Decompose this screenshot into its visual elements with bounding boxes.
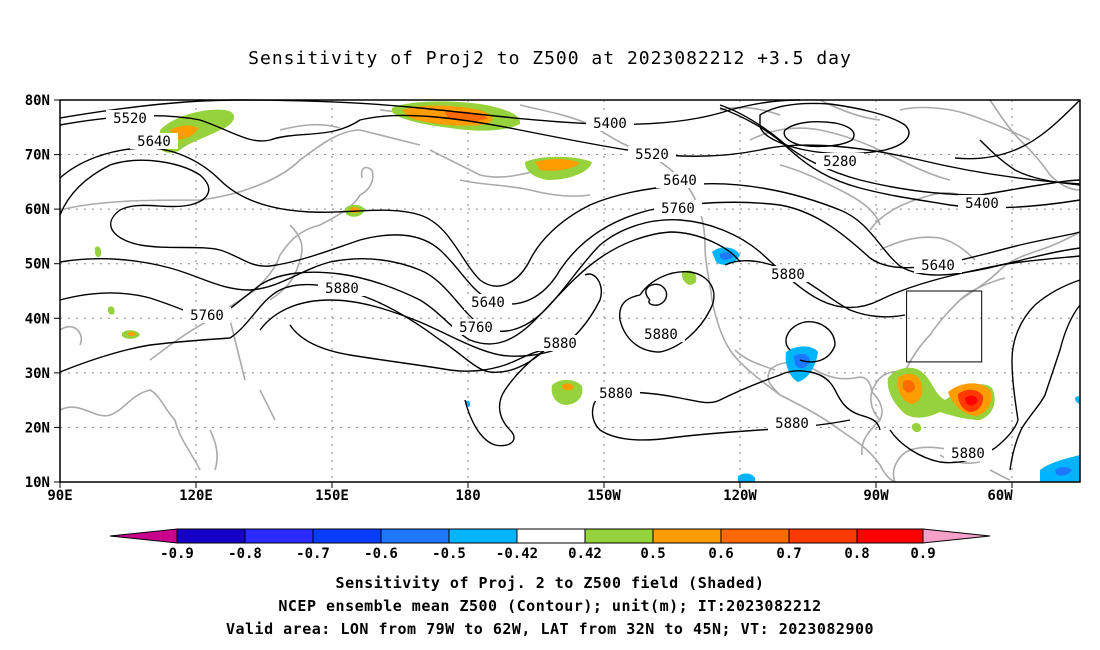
lon-label: 90E — [47, 488, 72, 504]
lon-label: 180 — [455, 488, 480, 504]
contour-labels: 5520 5640 5400 5520 5280 5640 5760 5400 … — [106, 110, 1006, 462]
contour-label: 5880 — [771, 267, 805, 283]
colorbar-swatch — [584, 528, 654, 544]
colorbar-label: 0.5 — [640, 546, 665, 562]
longitude-labels: 90E 120E 150E 180 150W 120W 90W 60W — [47, 488, 1013, 504]
contour-label: 5640 — [471, 295, 505, 311]
colorbar-swatch — [380, 528, 450, 544]
colorbar-label: 0.42 — [568, 546, 602, 562]
contour-label: 5640 — [137, 134, 171, 150]
colorbar-label: -0.9 — [160, 546, 194, 562]
contour-label: 5520 — [113, 111, 147, 127]
lon-label: 150W — [587, 488, 621, 504]
colorbar-swatch — [516, 528, 586, 544]
lon-label: 150E — [315, 488, 349, 504]
contour-label: 5400 — [593, 116, 627, 132]
colorbar-swatch — [244, 528, 314, 544]
colorbar-label: -0.5 — [432, 546, 466, 562]
contour-label: 5640 — [663, 173, 697, 189]
lon-label: 120E — [179, 488, 213, 504]
lat-label: 70N — [25, 148, 50, 164]
colorbar-high-extend — [922, 528, 991, 544]
contour-label: 5760 — [661, 201, 695, 217]
contour-label: 5880 — [775, 416, 809, 432]
contour-label: 5880 — [599, 386, 633, 402]
lat-label: 50N — [25, 257, 50, 273]
colorbar-label: -0.42 — [496, 546, 538, 562]
tick-marks — [54, 99, 1013, 488]
contour-label: 5880 — [543, 336, 577, 352]
lat-label: 10N — [25, 475, 50, 491]
latitude-labels: 80N 70N 60N 50N 40N 30N 20N 10N — [25, 93, 50, 491]
contour-label: 5640 — [921, 258, 955, 274]
map-title: Sensitivity of Proj2 to Z500 at 20230822… — [248, 48, 852, 69]
footer-line-1: Sensitivity of Proj. 2 to Z500 field (Sh… — [335, 574, 765, 592]
colorbar-swatch — [856, 528, 924, 544]
lon-label: 90W — [863, 488, 889, 504]
contour-label: 5880 — [644, 327, 678, 343]
colorbar-low-extend — [109, 528, 178, 544]
map-frame — [59, 99, 1081, 483]
contour-label: 5880 — [951, 446, 985, 462]
colorbar — [109, 528, 991, 544]
contour-label: 5520 — [635, 147, 669, 163]
colorbar-labels: -0.9 -0.8 -0.7 -0.6 -0.5 -0.42 0.42 0.5 … — [160, 546, 936, 562]
colorbar-swatch — [176, 528, 246, 544]
colorbar-label: 0.9 — [910, 546, 935, 562]
lat-label: 30N — [25, 366, 50, 382]
footer-line-3: Valid area: LON from 79W to 62W, LAT fro… — [225, 620, 875, 638]
lat-label: 80N — [25, 93, 50, 109]
colorbar-label: 0.7 — [776, 546, 801, 562]
sensitivity-shading — [94, 101, 1080, 482]
colorbar-swatch — [720, 528, 790, 544]
lat-label: 60N — [25, 202, 50, 218]
colorbar-label: -0.7 — [296, 546, 330, 562]
contour-label: 5280 — [823, 154, 857, 170]
colorbar-label: 0.6 — [708, 546, 733, 562]
colorbar-label: -0.6 — [364, 546, 398, 562]
footer-line-2: NCEP ensemble mean Z500 (Contour); unit(… — [278, 597, 822, 615]
colorbar-swatch — [788, 528, 858, 544]
lon-label: 60W — [987, 488, 1013, 504]
contour-label: 5880 — [325, 281, 359, 297]
colorbar-label: 0.8 — [844, 546, 869, 562]
lon-label: 120W — [723, 488, 757, 504]
lat-label: 40N — [25, 311, 50, 327]
contour-label: 5760 — [190, 308, 224, 324]
contour-label: 5760 — [459, 320, 493, 336]
colorbar-swatch — [652, 528, 722, 544]
contour-label: 5400 — [965, 196, 999, 212]
lat-label: 20N — [25, 420, 50, 436]
colorbar-swatch — [312, 528, 382, 544]
colorbar-label: -0.8 — [228, 546, 262, 562]
colorbar-swatch — [448, 528, 518, 544]
valid-area-box — [906, 290, 983, 363]
